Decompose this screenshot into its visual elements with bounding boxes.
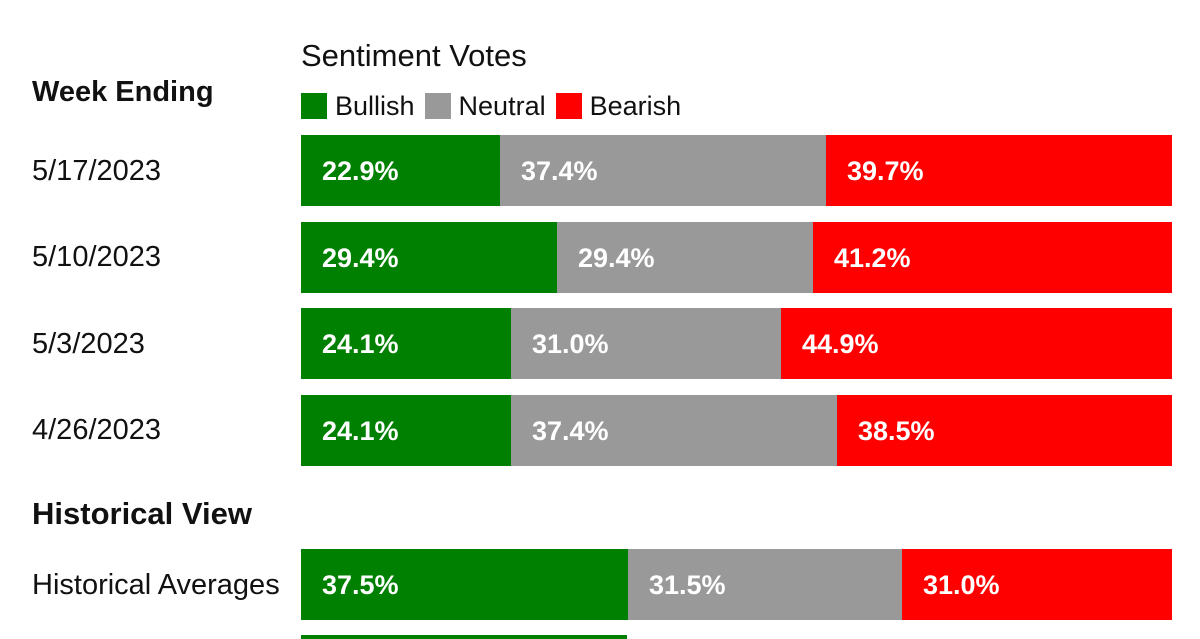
- bar-segment-neutral: 31.0%: [511, 308, 781, 379]
- bar-segment-neutral: 29.4%: [557, 222, 813, 293]
- stacked-bar: 37.5% 31.5% 31.0%: [301, 549, 1172, 620]
- bar-segment-bearish: 39.7%: [826, 135, 1172, 206]
- data-label: 22.9%: [322, 155, 399, 186]
- bar-segment-neutral: 37.4%: [500, 135, 826, 206]
- stacked-bar: 29.4% 29.4% 41.2%: [301, 222, 1172, 293]
- bar-segment-bullish: 37.5%: [301, 549, 628, 620]
- bar-segment-neutral: 37.4%: [511, 395, 837, 466]
- row-label: 5/17/2023: [32, 155, 162, 187]
- legend-item-bearish: Bearish: [555, 91, 682, 121]
- legend-swatch-bullish: [301, 93, 327, 119]
- chart-title: Sentiment Votes: [301, 38, 527, 73]
- data-label: 31.0%: [532, 328, 609, 359]
- data-label: 29.4%: [322, 242, 399, 273]
- legend-label-bullish: Bullish: [335, 91, 415, 121]
- data-label: 29.4%: [578, 242, 655, 273]
- row-label: 5/3/2023: [32, 328, 145, 360]
- data-label: 39.7%: [847, 155, 924, 186]
- data-label: 38.5%: [858, 415, 935, 446]
- legend: Bullish Neutral Bearish: [301, 91, 691, 121]
- bar-segment-bullish: 24.1%: [301, 308, 511, 379]
- bar-segment-bearish: 38.5%: [837, 395, 1172, 466]
- data-label: 24.1%: [322, 415, 399, 446]
- legend-swatch-neutral: [424, 93, 451, 119]
- data-label: 37.5%: [322, 569, 399, 600]
- data-label: 37.4%: [521, 155, 598, 186]
- data-label: 31.0%: [923, 569, 1000, 600]
- data-label: 24.1%: [322, 328, 399, 359]
- data-label: 37.4%: [532, 415, 609, 446]
- legend-item-neutral: Neutral: [424, 91, 546, 121]
- legend-swatch-bearish: [555, 93, 582, 119]
- row-label: Historical Averages: [32, 569, 280, 601]
- bar-segment-bearish: 41.2%: [813, 222, 1172, 293]
- bar-segment-bearish: 44.9%: [781, 308, 1172, 379]
- legend-label-neutral: Neutral: [458, 91, 546, 121]
- week-ending-heading: Week Ending: [32, 76, 214, 108]
- data-label: 44.9%: [802, 328, 879, 359]
- stacked-bar: 22.9% 37.4% 39.7%: [301, 135, 1172, 206]
- bar-segment-bullish: 24.1%: [301, 395, 511, 466]
- bar-segment-bullish: 22.9%: [301, 135, 500, 206]
- data-label: 41.2%: [834, 242, 911, 273]
- stacked-bar: 24.1% 31.0% 44.9%: [301, 308, 1172, 379]
- historical-view-heading: Historical View: [32, 496, 252, 531]
- legend-item-bullish: Bullish: [301, 91, 415, 121]
- bar-segment-bearish: 31.0%: [902, 549, 1172, 620]
- stacked-bar: 24.1% 37.4% 38.5%: [301, 395, 1172, 466]
- row-label: 5/10/2023: [32, 241, 162, 273]
- bar-segment-neutral: 31.5%: [628, 549, 902, 620]
- bar-segment-bullish: 29.4%: [301, 222, 557, 293]
- row-label: 4/26/2023: [32, 414, 162, 446]
- data-label: 31.5%: [649, 569, 726, 600]
- partial-bar-segment: [301, 635, 627, 639]
- legend-label-bearish: Bearish: [589, 91, 682, 121]
